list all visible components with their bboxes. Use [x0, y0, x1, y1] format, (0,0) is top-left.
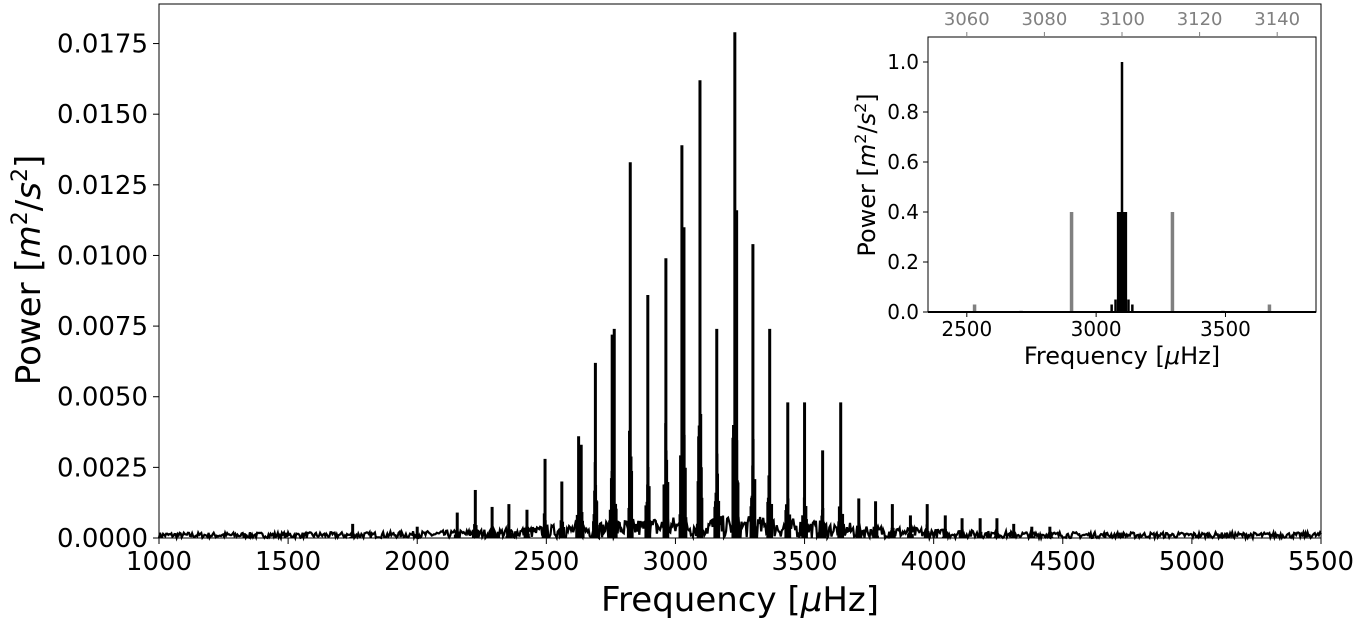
main-y-tick-label: 0.0175 [57, 30, 148, 60]
inset-x-ticks: 2500 3000 3500 [941, 312, 1251, 341]
inset-top-x-ticks: 3060 3080 3100 3120 3140 [944, 9, 1300, 37]
main-x-tick-label: 5000 [1159, 547, 1225, 577]
main-x-tick-label: 1000 [126, 547, 192, 577]
main-x-tick-label: 2500 [513, 547, 579, 577]
main-y-tick-label: 0.0025 [57, 453, 148, 483]
main-x-tick-label: 3500 [771, 547, 837, 577]
inset-y-tick-label: 0.6 [887, 150, 919, 174]
main-y-ticks: 0.0000 0.0025 0.0050 0.0075 0.0100 0.0125 0.01… [57, 30, 159, 554]
main-y-tick-label: 0.0150 [57, 100, 148, 130]
inset-top-tick-label: 3100 [1099, 9, 1145, 30]
inset-x-tick-label: 2500 [941, 317, 992, 341]
main-x-tick-label: 1500 [255, 547, 321, 577]
main-plot-frame [158, 3, 1322, 539]
inset-y-tick-label: 0.0 [887, 300, 919, 324]
inset-y-tick-label: 1.0 [887, 50, 919, 74]
inset-y-tick-label: 0.4 [887, 200, 919, 224]
inset-top-tick-label: 3140 [1254, 9, 1300, 30]
inset-y-tick-label: 0.8 [887, 100, 919, 124]
inset-top-tick-label: 3120 [1177, 9, 1223, 30]
main-x-tick-label: 4500 [1030, 547, 1096, 577]
main-y-tick-label: 0.0125 [57, 171, 148, 201]
main-x-ticks: 1000 1500 2000 2500 3000 3500 4000 4500 5000 5500 [126, 538, 1354, 577]
main-y-tick-label: 0.0075 [57, 312, 148, 342]
main-x-tick-label: 3000 [642, 547, 708, 577]
inset-y-axis-label: Power [m2/s2] [851, 93, 881, 256]
main-x-tick-label: 2000 [384, 547, 450, 577]
inset-chart: 2500 3000 3500 3060 3080 3100 3120 3140 0.0 0.2… [851, 9, 1317, 370]
main-y-tick-label: 0.0100 [57, 241, 148, 271]
main-chart: 1000 1500 2000 2500 3000 3500 4000 4500 5000 5500… [8, 3, 1354, 620]
main-x-tick-label: 5500 [1288, 547, 1354, 577]
inset-x-tick-label: 3000 [1071, 317, 1122, 341]
inset-y-ticks: 0.0 0.2 0.4 0.6 0.8 1.0 [887, 50, 928, 324]
inset-x-axis-label: Frequency [μHz] [1024, 342, 1220, 370]
inset-top-tick-label: 3060 [944, 9, 990, 30]
main-x-axis-label: Frequency [μHz] [601, 580, 879, 620]
main-y-axis-label: Power [m2/s2] [8, 155, 49, 385]
main-y-tick-label: 0.0000 [57, 524, 148, 554]
main-x-tick-label: 4000 [901, 547, 967, 577]
inset-y-tick-label: 0.2 [887, 250, 919, 274]
main-spectrum-series [157, 32, 1322, 542]
main-y-tick-label: 0.0050 [57, 383, 148, 413]
inset-top-tick-label: 3080 [1021, 9, 1067, 30]
inset-x-tick-label: 3500 [1200, 317, 1251, 341]
